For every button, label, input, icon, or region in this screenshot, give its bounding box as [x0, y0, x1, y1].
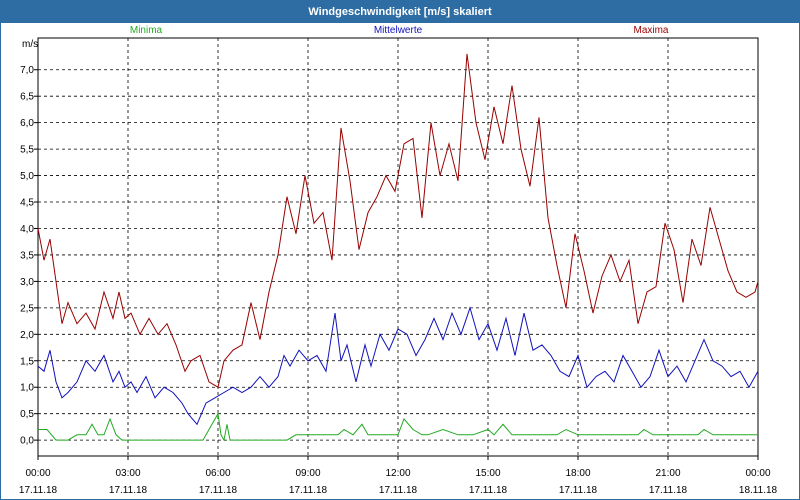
y-tick-label: 0,0	[20, 436, 34, 447]
y-tick-label: 6,0	[20, 118, 34, 129]
x-tick-date-label: 17.11.18	[649, 485, 688, 496]
x-tick-date-label: 17.11.18	[19, 485, 58, 496]
x-tick-time-label: 21:00	[655, 468, 680, 479]
y-axis: 0,0 0,5 1,0 1,5 2,0 2,5 3,0 3,5 4,0 4,5 5,0 5,5 6,0 6…	[20, 65, 38, 447]
y-axis-unit-label: m/s	[22, 39, 38, 50]
y-tick-label: 6,5	[20, 92, 34, 103]
series-line-minima	[38, 412, 758, 442]
x-axis: 00:00 17.11.18 03:00 17.11.18 06:00 17.11.18 0…	[19, 456, 778, 496]
x-tick-date-label: 18.11.18	[739, 485, 778, 496]
series-lines	[37, 53, 759, 442]
x-tick-time-label: 00:00	[25, 468, 50, 479]
y-tick-label: 3,0	[20, 277, 34, 288]
y-tick-label: 1,0	[20, 383, 34, 394]
y-tick-label: 2,0	[20, 330, 34, 341]
x-tick-time-label: 09:00	[295, 468, 320, 479]
chart-title: Windgeschwindigkeit [m/s] skaliert	[1, 1, 799, 23]
series-line-maxima	[37, 53, 759, 388]
y-tick-label: 5,5	[20, 145, 34, 156]
x-tick-time-label: 15:00	[475, 468, 500, 479]
grid	[38, 38, 758, 456]
x-tick-time-label: 03:00	[115, 468, 140, 479]
y-tick-label: 0,5	[20, 409, 34, 420]
legend: Minima Mittelwerte Maxima	[130, 25, 669, 36]
legend-entry-minima: Minima	[130, 25, 163, 36]
wind-speed-chart: 0,0 0,5 1,0 1,5 2,0 2,5 3,0 3,5 4,0 4,5 5,0 5,5 6,0 6…	[19, 25, 778, 496]
x-tick-time-label: 00:00	[745, 468, 770, 479]
x-tick-date-label: 17.11.18	[199, 485, 238, 496]
series-line-mittelwerte	[37, 306, 759, 426]
x-tick-date-label: 17.11.18	[559, 485, 598, 496]
x-tick-time-label: 06:00	[205, 468, 230, 479]
x-tick-date-label: 17.11.18	[289, 485, 328, 496]
x-tick-time-label: 18:00	[565, 468, 590, 479]
legend-entry-maxima: Maxima	[633, 25, 668, 36]
y-tick-label: 4,5	[20, 198, 34, 209]
x-tick-date-label: 17.11.18	[469, 485, 508, 496]
y-tick-label: 7,0	[20, 65, 34, 76]
y-tick-label: 3,5	[20, 250, 34, 261]
x-tick-time-label: 12:00	[385, 468, 410, 479]
y-tick-label: 4,0	[20, 224, 34, 235]
legend-entry-mittelwerte: Mittelwerte	[374, 25, 423, 36]
x-tick-date-label: 17.11.18	[109, 485, 148, 496]
y-tick-label: 2,5	[20, 303, 34, 314]
y-tick-label: 5,0	[20, 171, 34, 182]
y-tick-label: 1,5	[20, 356, 34, 367]
x-tick-date-label: 17.11.18	[379, 485, 418, 496]
